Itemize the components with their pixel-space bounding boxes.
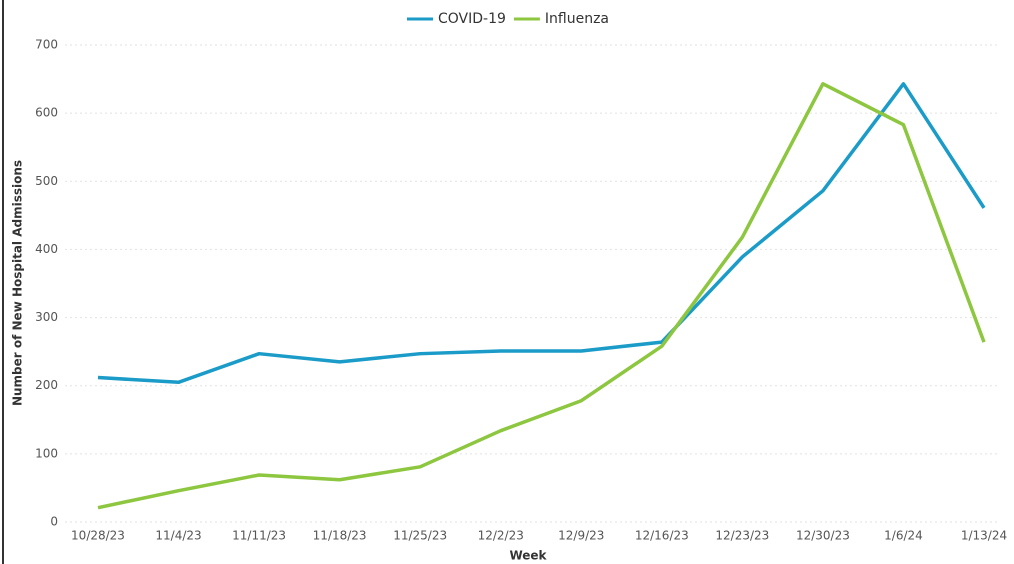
x-tick-label: 12/23/23 [715, 529, 769, 543]
series-line [97, 82, 986, 385]
y-tick-label: 0 [50, 515, 58, 529]
y-tick-label: 500 [35, 174, 58, 188]
x-tick-label: 11/11/23 [232, 529, 286, 543]
y-axis-title: Number of New Hospital Admissions [11, 160, 25, 406]
x-tick-label: 11/4/23 [155, 529, 201, 543]
y-tick-label: 300 [35, 310, 58, 324]
x-tick-label: 12/16/23 [635, 529, 689, 543]
x-tick-label: 1/6/24 [884, 529, 923, 543]
x-tick-label: 1/13/24 [961, 529, 1007, 543]
x-axis-title: Week [509, 549, 547, 563]
series-line [97, 82, 986, 510]
x-tick-label: 12/30/23 [796, 529, 850, 543]
x-tick-label: 10/28/23 [71, 529, 125, 543]
legend-label: Influenza [545, 11, 609, 27]
legend-label: COVID-19 [438, 11, 506, 27]
y-tick-label: 400 [35, 242, 58, 256]
y-tick-label: 200 [35, 378, 58, 392]
y-tick-label: 600 [35, 106, 58, 120]
y-tick-label: 700 [35, 38, 58, 52]
x-tick-label: 11/18/23 [313, 529, 367, 543]
y-tick-label: 100 [35, 446, 58, 460]
x-tick-label: 11/25/23 [393, 529, 447, 543]
x-tick-label: 12/2/23 [478, 529, 524, 543]
x-tick-label: 12/9/23 [558, 529, 604, 543]
